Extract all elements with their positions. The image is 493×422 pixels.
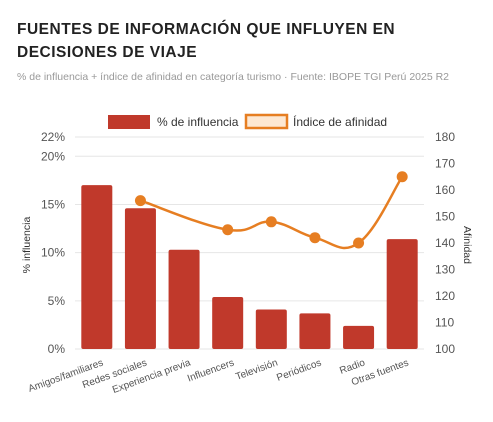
y-right-tick-label: 110 [435, 316, 454, 330]
y-right-tick-label: 170 [435, 157, 455, 171]
bar [255, 309, 287, 349]
y-right-tick-label: 150 [435, 210, 455, 224]
y-left-tick-label: 0% [48, 342, 66, 356]
chart-title: FUENTES DE INFORMACIÓN QUE INFLUYEN EN D… [17, 21, 396, 61]
x-tick-label: Influencers [186, 357, 236, 384]
x-tick-label: Televisión [234, 357, 279, 382]
y-left-tick-label: 20% [41, 149, 65, 163]
chart-subtitle: % de influencia + índice de afinidad en … [17, 71, 450, 83]
y-left-tick-label: 5% [48, 294, 66, 308]
y-right-tick-label: 160 [435, 183, 455, 197]
affinity-point [353, 237, 365, 249]
y-right-tick-label: 140 [435, 236, 455, 250]
bar [168, 249, 200, 349]
x-tick-label: Periódicos [275, 357, 323, 383]
affinity-point [265, 216, 277, 228]
legend-line-label: Índice de afinidad [293, 114, 387, 129]
y-right-tick-label: 130 [435, 263, 455, 277]
bar [124, 208, 156, 349]
affinity-point [309, 232, 321, 244]
bars [81, 185, 418, 349]
legend[interactable]: % de influencia Índice de afinidad [108, 113, 387, 130]
bar [343, 325, 375, 349]
affinity-point [222, 224, 234, 236]
affinity-point [396, 171, 408, 183]
y-left-tick-label: 10% [41, 246, 65, 260]
y-right-tick-label: 100 [435, 342, 455, 356]
y-left-axis-title: % influencia [21, 217, 33, 274]
y-left-tick-label: 22% [41, 130, 65, 144]
affinity-point [134, 195, 146, 207]
bar [212, 296, 244, 349]
y-right-tick-label: 180 [435, 130, 455, 144]
y-right-axis-title: Afinidad [461, 226, 473, 264]
affinity-line [134, 171, 408, 250]
legend-bar-label: % de influencia [157, 115, 239, 129]
affinity-line-path [139, 175, 404, 250]
legend-line-swatch [244, 113, 289, 130]
bar [386, 239, 418, 349]
legend-bar-swatch [108, 115, 150, 129]
y-left-tick-label: 15% [41, 197, 65, 211]
bar [81, 185, 113, 349]
y-right-tick-label: 120 [435, 289, 455, 303]
bar [299, 313, 331, 349]
